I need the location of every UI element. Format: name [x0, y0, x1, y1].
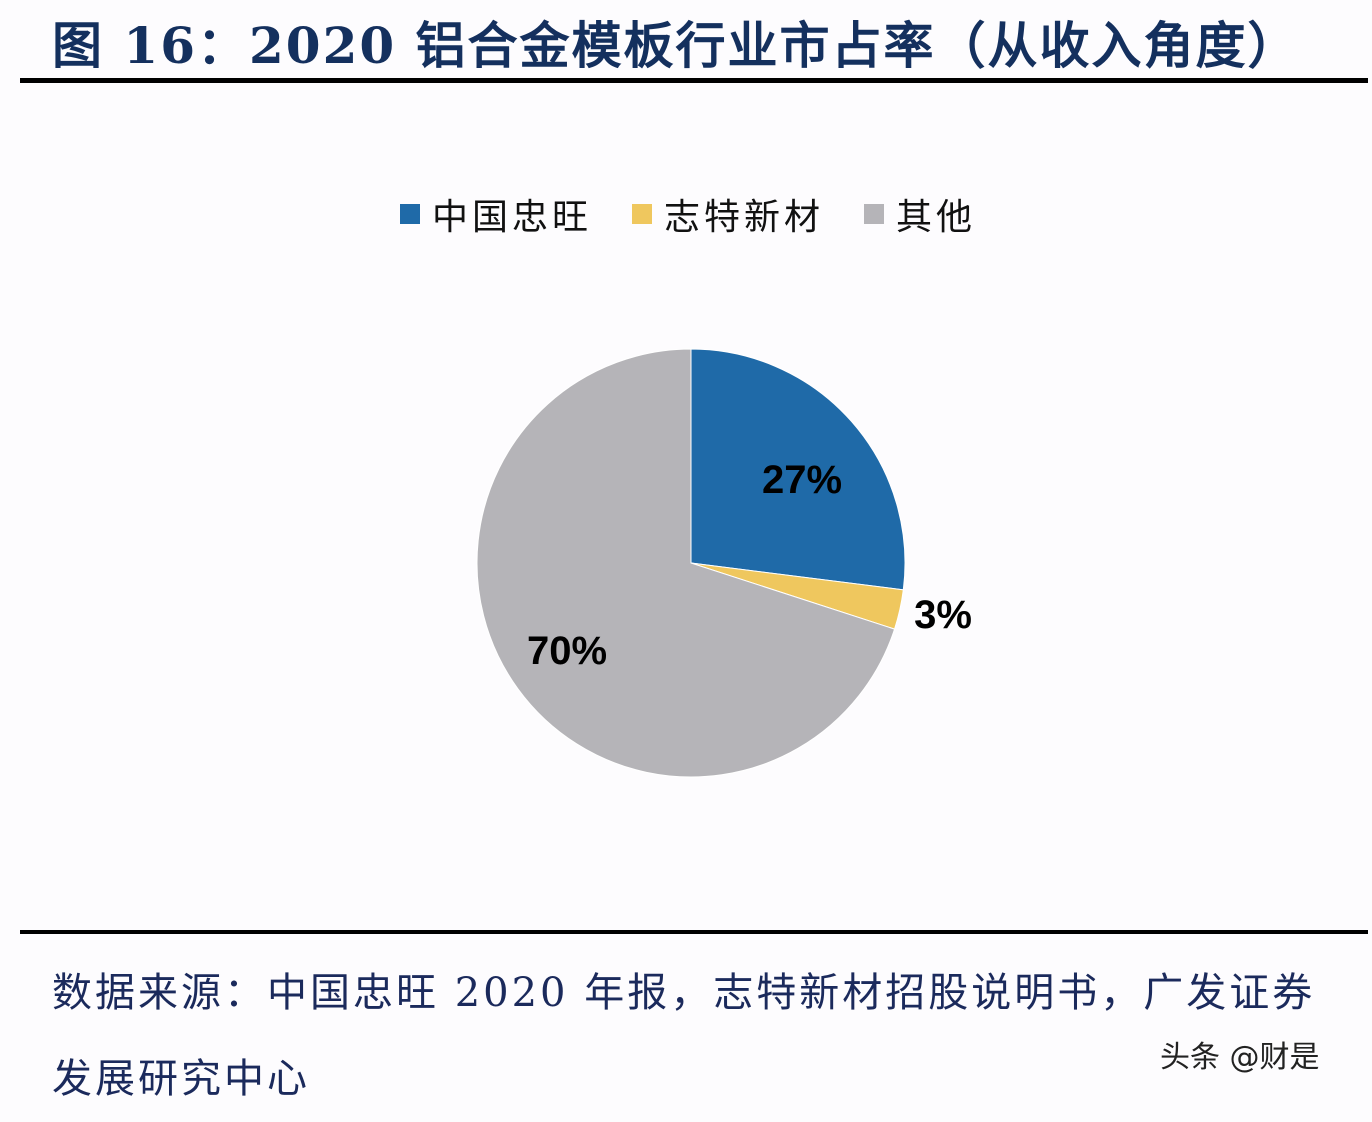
slice-label-zhite: 3% [914, 593, 972, 637]
legend-label: 其他 [896, 197, 977, 238]
bottom-divider [20, 930, 1368, 934]
pie-slice-zhongwang [690, 348, 906, 591]
pie-slices [476, 348, 906, 778]
legend-item-other: 其他 [864, 188, 976, 240]
slice-label-zhongwang: 27% [762, 458, 842, 502]
data-source-note: 数据来源：中国忠旺 2020 年报，志特新材招股说明书，广发证券发展研究中心 [52, 970, 1316, 1102]
watermark: 头条 @财是 [1160, 1040, 1320, 1075]
legend-item-zhite: 志特新材 [632, 188, 824, 240]
chart-legend: 中国忠旺 志特新材 其他 [400, 188, 1016, 240]
legend-swatch [400, 204, 420, 224]
legend-swatch [632, 204, 653, 224]
top-divider [20, 78, 1368, 83]
legend-item-zhongwang: 中国忠旺 [400, 188, 592, 240]
figure-title: 图 16：2020 铝合金模板行业市占率（从收入角度） [52, 16, 1300, 75]
legend-label: 中国忠旺 [432, 197, 593, 238]
legend-label: 志特新材 [664, 197, 825, 238]
slice-label-other: 70% [527, 629, 607, 673]
legend-swatch [864, 204, 885, 224]
pie-slice-other [476, 348, 896, 778]
